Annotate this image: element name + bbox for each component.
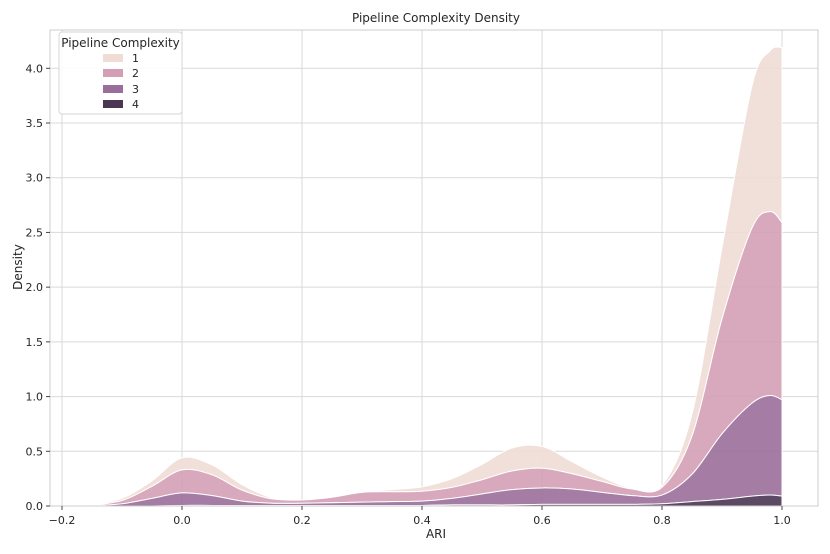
x-tick-label: 0.0 <box>173 514 191 527</box>
x-tick-label: 0.6 <box>533 514 551 527</box>
x-tick-label: 0.4 <box>413 514 431 527</box>
y-tick-label: 1.0 <box>26 391 44 404</box>
legend-swatch-1 <box>103 54 123 62</box>
plot-frame <box>49 29 819 507</box>
legend-label-1: 1 <box>132 52 139 65</box>
legend-label-2: 2 <box>132 67 139 80</box>
y-tick-label: 2.0 <box>26 281 44 294</box>
x-tick-label: 0.2 <box>293 514 311 527</box>
legend: Pipeline Complexity 1 2 3 4 <box>58 31 183 115</box>
y-axis-ticks: 0.0 0.5 1.0 1.5 2.0 2.5 3.0 3.5 4.0 <box>26 62 50 513</box>
y-axis-label: Density <box>11 244 25 290</box>
x-axis-ticks: −0.2 0.0 0.2 0.4 0.6 0.8 1.0 <box>49 506 791 527</box>
legend-label-4: 4 <box>132 98 139 111</box>
x-tick-label: 1.0 <box>773 514 791 527</box>
y-tick-label: 3.5 <box>26 117 44 130</box>
y-tick-label: 0.5 <box>26 445 44 458</box>
legend-swatch-2 <box>103 69 123 77</box>
x-tick-label: 0.8 <box>653 514 671 527</box>
y-tick-label: 1.5 <box>26 336 44 349</box>
y-tick-label: 3.0 <box>26 172 44 185</box>
legend-swatch-3 <box>103 85 123 93</box>
x-axis-label: ARI <box>426 527 446 541</box>
legend-swatch-4 <box>103 100 123 108</box>
chart-title: Pipeline Complexity Density <box>352 11 520 25</box>
y-tick-label: 4.0 <box>26 62 44 75</box>
y-tick-label: 0.0 <box>26 500 44 513</box>
legend-title: Pipeline Complexity <box>61 36 180 50</box>
y-tick-label: 2.5 <box>26 226 44 239</box>
x-tick-label: −0.2 <box>49 514 76 527</box>
legend-label-3: 3 <box>132 83 139 96</box>
